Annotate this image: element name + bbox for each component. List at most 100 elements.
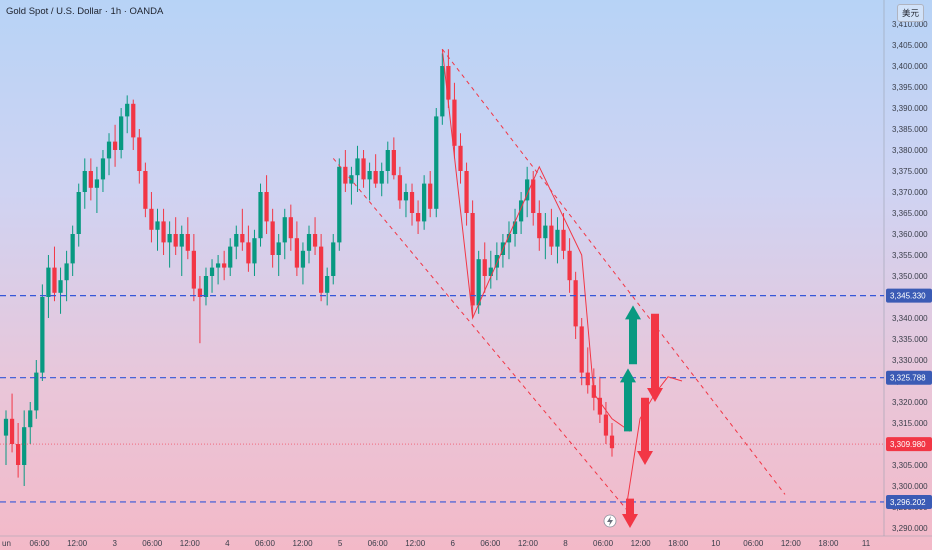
- price-tick-label: 3,405.000: [892, 41, 928, 50]
- candle-body: [3, 418, 9, 436]
- time-tick-label: 12:00: [631, 539, 652, 548]
- candle-body: [9, 418, 15, 444]
- candle-body: [46, 267, 51, 297]
- time-tick-label: 06:00: [30, 539, 51, 548]
- candle-body: [597, 397, 603, 415]
- candle-body: [222, 263, 227, 268]
- price-tick-label: 3,305.000: [892, 461, 928, 470]
- price-tick-label: 3,360.000: [892, 230, 928, 239]
- price-tick-label: 3,335.000: [892, 335, 928, 344]
- candle-body: [34, 372, 39, 411]
- time-tick-label: 11: [862, 539, 871, 548]
- candle-body: [173, 234, 178, 247]
- price-tick-label: 3,380.000: [892, 146, 928, 155]
- current-price-tag: [886, 437, 932, 452]
- time-tick-label: 8: [563, 539, 568, 548]
- candle-body: [452, 99, 457, 146]
- time-tick-label: 5: [338, 539, 343, 548]
- candle-body: [579, 326, 584, 373]
- candle-body: [464, 171, 469, 213]
- candle-body: [112, 141, 118, 150]
- forecast-arrow: [637, 397, 653, 465]
- candle-body: [397, 175, 403, 201]
- candle-body: [179, 234, 184, 247]
- candle-body: [106, 141, 112, 159]
- candle-body: [482, 259, 487, 276]
- candle-body: [373, 171, 378, 184]
- time-tick-label: 12:00: [67, 539, 88, 548]
- candle-body: [567, 250, 572, 281]
- price-tick-label: 3,340.000: [892, 314, 928, 323]
- price-tick-label: 3,395.000: [892, 83, 928, 92]
- price-tick-label: 3,350.000: [892, 272, 928, 281]
- time-tick-label: 06:00: [142, 539, 163, 548]
- level-price-tag: [886, 370, 932, 385]
- candle-body: [137, 137, 142, 171]
- candle-body: [294, 238, 300, 268]
- candle-body: [88, 171, 93, 188]
- time-tick-label: 6: [451, 539, 456, 548]
- candle-body: [603, 414, 609, 436]
- time-tick-label: 10: [711, 539, 720, 548]
- price-tick-label: 3,320.000: [892, 398, 928, 407]
- level-price-label: 3,296.202: [890, 498, 926, 507]
- price-tick-label: 3,330.000: [892, 356, 928, 365]
- candle-body: [149, 208, 154, 230]
- forecast-arrow: [620, 368, 636, 432]
- level-price-tag: [886, 288, 932, 303]
- time-tick-label: 12:00: [518, 539, 539, 548]
- level-price-tag: [886, 494, 932, 509]
- candle-body: [282, 217, 287, 243]
- candle-body: [537, 213, 542, 239]
- candle-body: [391, 150, 396, 176]
- candle-body: [197, 288, 203, 297]
- candle-body: [288, 217, 293, 239]
- currency-button[interactable]: 美元: [896, 4, 924, 22]
- time-tick-label: 3: [112, 539, 117, 548]
- candle-body: [403, 192, 409, 201]
- level-price-label: 3,325.788: [890, 374, 926, 383]
- candle-body: [100, 158, 106, 180]
- price-tick-label: 3,390.000: [892, 104, 928, 113]
- candle-body: [125, 103, 130, 117]
- time-tick-label: 06:00: [368, 539, 389, 548]
- lightning-icon-glyph: [607, 516, 613, 526]
- candle-body: [215, 263, 221, 268]
- candle-body: [70, 234, 75, 264]
- candle-body: [518, 200, 524, 222]
- candle-body: [28, 410, 33, 428]
- candle-body: [312, 234, 318, 247]
- time-tick-label: 06:00: [743, 539, 764, 548]
- price-tick-label: 3,385.000: [892, 125, 928, 134]
- price-tick-label: 3,290.000: [892, 524, 928, 533]
- candle-body: [434, 116, 439, 209]
- level-price-label: 3,345.330: [890, 292, 926, 301]
- candle-body: [446, 66, 451, 100]
- price-tick-label: 3,400.000: [892, 62, 928, 71]
- candle-body: [264, 192, 269, 222]
- candle-body: [355, 158, 360, 176]
- price-tick-label: 3,315.000: [892, 419, 928, 428]
- candle-body: [531, 179, 536, 213]
- candle-body: [167, 234, 172, 243]
- candle-body: [367, 171, 372, 180]
- candle-body: [22, 427, 27, 465]
- price-tick-label: 3,300.000: [892, 482, 928, 491]
- candle-body: [234, 234, 239, 247]
- candle-body: [228, 246, 233, 268]
- candle-body: [506, 234, 512, 243]
- candle-body: [161, 221, 166, 243]
- time-tick-label: 18:00: [668, 539, 689, 548]
- current-price-label: 3,309.980: [890, 440, 926, 449]
- candle-body: [270, 221, 275, 255]
- candle-body: [409, 192, 415, 213]
- time-tick-label: 06:00: [593, 539, 614, 548]
- time-tick-label: un: [2, 539, 11, 548]
- time-tick-label: 12:00: [781, 539, 802, 548]
- candle-body: [561, 229, 566, 251]
- price-tick-label: 3,410.000: [892, 20, 928, 29]
- candle-body: [52, 267, 57, 293]
- candle-body: [385, 150, 390, 171]
